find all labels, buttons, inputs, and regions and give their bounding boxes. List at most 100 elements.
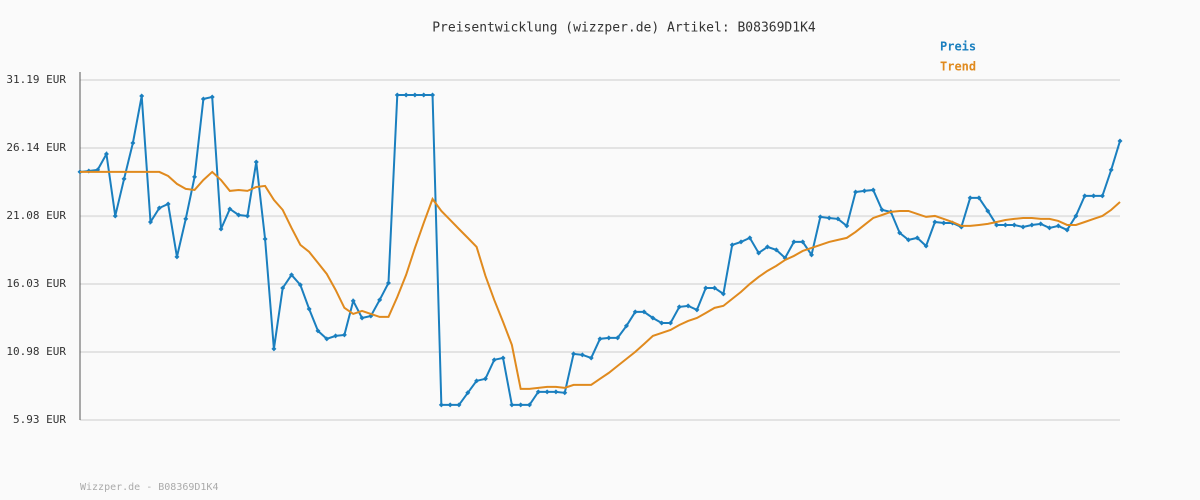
point-marker <box>985 208 991 214</box>
y-tick-label: 21.08 EUR <box>6 209 66 222</box>
point-marker <box>606 335 612 341</box>
point-marker <box>861 188 867 194</box>
y-tick-label: 31.19 EUR <box>6 73 66 86</box>
point-marker <box>1011 222 1017 228</box>
point-marker <box>394 92 400 98</box>
point-marker <box>465 390 471 396</box>
point-marker <box>165 201 171 207</box>
legend-label: Preis <box>940 40 976 54</box>
point-marker <box>333 333 339 339</box>
y-tick-label: 10.98 EUR <box>6 345 66 358</box>
point-marker <box>800 239 806 245</box>
point-marker <box>870 187 876 193</box>
point-marker <box>315 328 321 334</box>
point-marker <box>597 336 603 342</box>
point-marker <box>112 213 118 219</box>
point-marker <box>1055 223 1061 229</box>
point-marker <box>897 230 903 236</box>
point-marker <box>1020 224 1026 230</box>
point-marker <box>518 402 524 408</box>
point-marker <box>192 174 198 180</box>
point-marker <box>1064 227 1070 233</box>
point-marker <box>412 92 418 98</box>
point-marker <box>200 96 206 102</box>
point-marker <box>526 402 532 408</box>
point-marker <box>535 389 541 395</box>
point-marker <box>500 355 506 361</box>
point-marker <box>641 309 647 315</box>
y-tick-label: 5.93 EUR <box>13 413 66 426</box>
point-marker <box>571 351 577 357</box>
point-marker <box>289 272 295 278</box>
point-marker <box>994 222 1000 228</box>
point-marker <box>130 140 136 146</box>
point-marker <box>103 151 109 157</box>
point-marker <box>430 92 436 98</box>
point-marker <box>421 92 427 98</box>
point-marker <box>350 298 356 304</box>
point-marker <box>579 352 585 358</box>
point-marker <box>1108 167 1114 173</box>
point-marker <box>712 285 718 291</box>
point-marker <box>438 402 444 408</box>
point-marker <box>791 239 797 245</box>
point-marker <box>826 215 832 221</box>
point-marker <box>1029 222 1035 228</box>
point-marker <box>773 247 779 253</box>
point-marker <box>324 336 330 342</box>
point-marker <box>659 320 665 326</box>
point-marker <box>976 195 982 201</box>
point-marker <box>668 320 674 326</box>
point-marker <box>297 282 303 288</box>
point-marker <box>615 335 621 341</box>
point-marker <box>139 93 145 99</box>
point-marker <box>967 195 973 201</box>
y-tick-label: 16.03 EUR <box>6 277 66 290</box>
point-marker <box>764 244 770 250</box>
point-marker <box>1046 225 1052 231</box>
point-marker <box>1073 213 1079 219</box>
point-marker <box>174 254 180 260</box>
point-marker <box>694 307 700 313</box>
point-marker <box>509 402 515 408</box>
point-marker <box>377 297 383 303</box>
point-marker <box>456 402 462 408</box>
point-marker <box>905 237 911 243</box>
point-marker <box>236 212 242 218</box>
point-marker <box>385 280 391 286</box>
point-marker <box>280 285 286 291</box>
point-marker <box>703 285 709 291</box>
point-marker <box>932 219 938 225</box>
point-marker <box>650 315 656 321</box>
point-marker <box>747 235 753 241</box>
point-marker <box>306 306 312 312</box>
point-marker <box>809 252 815 258</box>
point-marker <box>844 223 850 229</box>
point-marker <box>482 376 488 382</box>
point-marker <box>341 332 347 338</box>
point-marker <box>562 390 568 396</box>
point-marker <box>817 214 823 220</box>
footer: Wizzper.de - B08369D1K4 <box>80 482 218 493</box>
point-marker <box>685 303 691 309</box>
point-marker <box>262 236 268 242</box>
point-marker <box>403 92 409 98</box>
point-marker <box>1091 193 1097 199</box>
point-marker <box>1099 193 1105 199</box>
point-marker <box>623 323 629 329</box>
point-marker <box>914 235 920 241</box>
point-marker <box>553 389 559 395</box>
point-marker <box>218 226 224 232</box>
point-marker <box>244 213 250 219</box>
point-marker <box>676 304 682 310</box>
point-marker <box>756 250 762 256</box>
point-marker <box>835 216 841 222</box>
point-marker <box>447 402 453 408</box>
point-marker <box>729 242 735 248</box>
point-marker <box>183 216 189 222</box>
point-marker <box>544 389 550 395</box>
point-marker <box>941 220 947 226</box>
point-marker <box>491 357 497 363</box>
point-marker <box>738 239 744 245</box>
